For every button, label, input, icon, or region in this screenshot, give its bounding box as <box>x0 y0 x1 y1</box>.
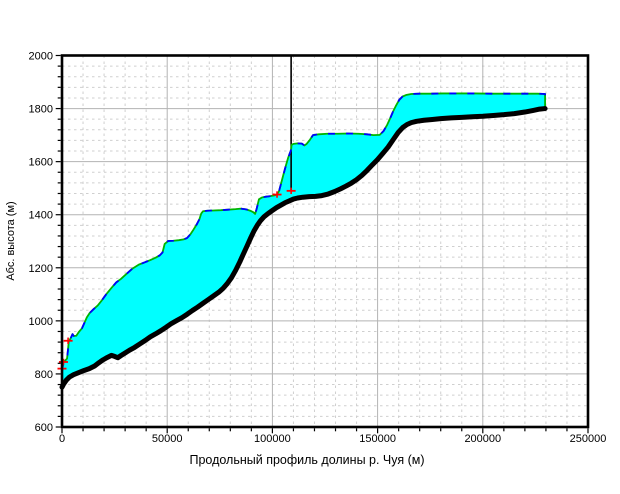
y-tick-label: 800 <box>35 369 53 381</box>
river-profile-line <box>59 106 548 390</box>
chart-layers: 0 50000 100000 150000 200000 250000 600 800 1000… <box>29 51 607 446</box>
plot-frame <box>60 54 590 429</box>
y-tick-label: 2000 <box>29 51 53 63</box>
x-tick-label: 0 <box>59 433 65 445</box>
y-tick-label: 1200 <box>29 263 53 275</box>
x-axis-title: Продольный профиль долины р. Чуя (м) <box>189 453 424 467</box>
y-axis-title: Абс. высота (м) <box>5 201 17 280</box>
y-tick-label: 1600 <box>29 157 53 169</box>
x-tick-label: 150000 <box>359 433 396 445</box>
x-tick-label: 50000 <box>152 433 183 445</box>
y-tick-label: 1800 <box>29 104 53 116</box>
y-tick-label: 1000 <box>29 316 53 328</box>
y-tick-label: 600 <box>35 422 53 434</box>
valley-fill-area <box>62 93 546 388</box>
x-tick-label: 250000 <box>570 433 607 445</box>
y-tick-label: 1400 <box>29 210 53 222</box>
x-tick-label: 100000 <box>254 433 291 445</box>
upper-boundary-line-blue-dashed <box>61 92 546 372</box>
x-tick-label: 200000 <box>464 433 501 445</box>
